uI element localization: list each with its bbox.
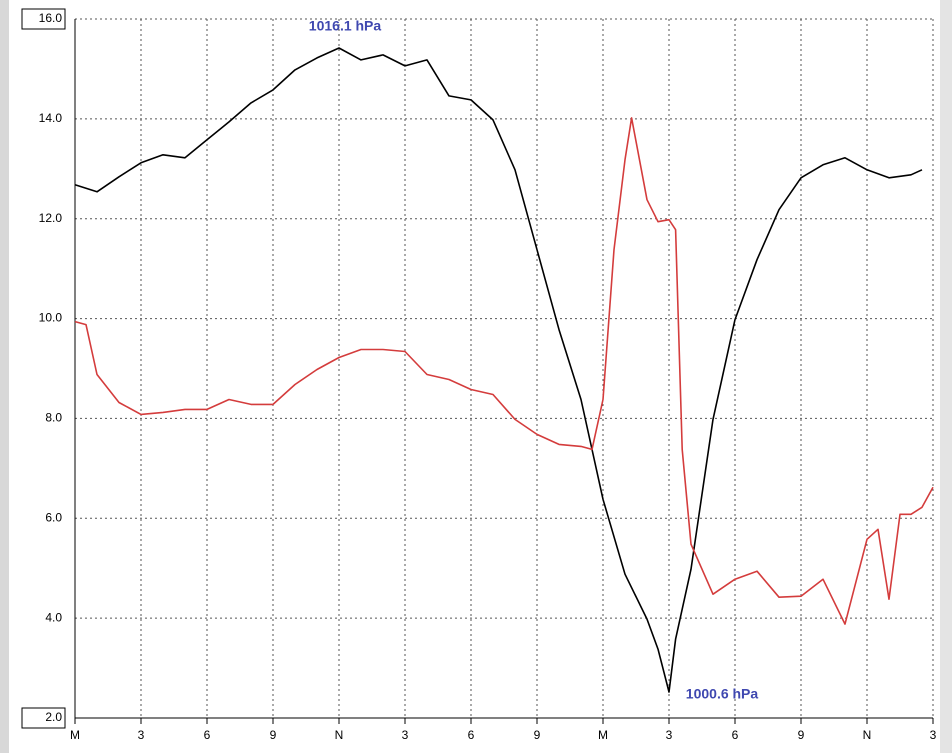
y-tick-label: 4.0 — [45, 610, 62, 624]
x-tick-label: N — [335, 728, 344, 742]
x-tick-label: 9 — [534, 728, 541, 742]
x-tick-label: 3 — [930, 728, 937, 742]
data-line — [74, 47, 923, 693]
y-tick-label: 6.0 — [45, 510, 62, 524]
x-tick-label: 3 — [666, 728, 673, 742]
x-tick-label: 3 — [402, 728, 409, 742]
left-border — [0, 0, 9, 753]
right-border — [940, 0, 952, 753]
x-tick-label: 6 — [468, 728, 475, 742]
x-tick-label: M — [598, 728, 608, 742]
x-tick-label: 9 — [798, 728, 805, 742]
x-tick-label: N — [863, 728, 872, 742]
y-tick-label: 12.0 — [39, 211, 63, 225]
data-line — [74, 117, 934, 625]
y-tick-box — [21, 8, 66, 30]
y-tick-label: 2.0 — [45, 710, 62, 724]
y-tick-label: 14.0 — [39, 111, 63, 125]
annotation: 1016.1 hPa — [309, 18, 382, 34]
x-tick-label: 6 — [732, 728, 739, 742]
annotation: 1000.6 hPa — [686, 686, 759, 702]
x-tick-label: 3 — [138, 728, 145, 742]
x-tick-label: M — [70, 728, 80, 742]
y-tick-box — [21, 707, 66, 729]
x-tick-label: 6 — [204, 728, 211, 742]
x-tick-label: 9 — [270, 728, 277, 742]
y-tick-label: 10.0 — [39, 311, 63, 325]
y-tick-label: 16.0 — [39, 11, 63, 25]
y-tick-label: 8.0 — [45, 411, 62, 425]
